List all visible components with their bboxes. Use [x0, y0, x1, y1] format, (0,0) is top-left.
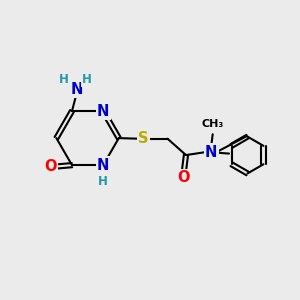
Text: N: N — [97, 103, 110, 118]
Text: H: H — [98, 175, 107, 188]
Text: N: N — [97, 158, 110, 172]
Text: O: O — [177, 170, 190, 185]
Text: H: H — [59, 73, 69, 86]
Text: O: O — [44, 159, 57, 174]
Text: CH₃: CH₃ — [202, 119, 224, 130]
Text: N: N — [205, 145, 217, 160]
Text: H: H — [82, 73, 92, 86]
Text: N: N — [70, 82, 82, 97]
Text: S: S — [138, 131, 148, 146]
